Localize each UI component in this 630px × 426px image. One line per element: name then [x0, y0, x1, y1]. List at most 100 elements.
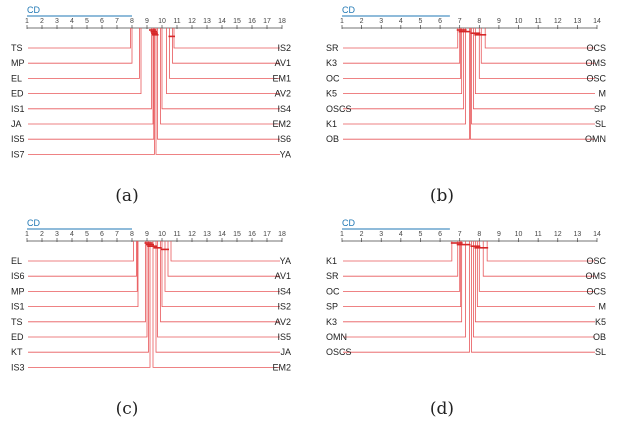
method-label: YA: [280, 256, 291, 266]
cd-label: CD: [342, 218, 355, 228]
method-label: IS3: [11, 362, 25, 372]
tick-label: 7: [115, 231, 119, 238]
tick-label: 7: [115, 18, 119, 25]
rank-connector: [28, 241, 139, 307]
rank-connector: [480, 28, 595, 64]
rank-connector: [473, 28, 595, 110]
panel-label: (a): [115, 186, 138, 206]
rank-connector: [155, 28, 280, 155]
rank-connector: [161, 28, 280, 110]
method-label: K1: [326, 119, 337, 129]
tick-label: 5: [85, 18, 89, 25]
tick-label: 16: [248, 231, 256, 238]
rank-connector: [482, 241, 595, 277]
tick-label: 17: [263, 231, 271, 238]
tick-label: 6: [100, 231, 104, 238]
method-label: OMN: [585, 134, 606, 144]
rank-connector: [157, 28, 280, 140]
rank-connector: [28, 28, 133, 64]
rank-connector: [155, 241, 280, 353]
rank-connector: [28, 28, 155, 140]
rank-connector: [343, 28, 470, 140]
cd-diagram-c: CD1 2 3 4 5 6 7 8 9 10 11 12 13 14 15 16 17 18ELIS6MPIS1T…: [11, 218, 291, 419]
method-label: M: [599, 89, 607, 99]
rank-connector: [474, 241, 595, 323]
method-label: EM2: [272, 362, 291, 372]
rank-connector: [28, 241, 149, 353]
tick-label: 8: [130, 231, 134, 238]
method-label: K5: [595, 317, 606, 327]
method-label: OSC: [586, 73, 606, 83]
method-label: SL: [595, 347, 606, 357]
rank-connector: [28, 241, 137, 277]
rank-connector: [157, 241, 280, 338]
tick-label: 13: [573, 18, 581, 25]
method-label: K1: [326, 256, 337, 266]
rank-connector: [28, 28, 131, 49]
method-label: MP: [11, 58, 25, 68]
tick-label: 3: [55, 231, 59, 238]
method-label: IS1: [11, 302, 25, 312]
method-label: OMN: [326, 332, 347, 342]
rank-connector: [28, 241, 138, 292]
tick-label: 3: [55, 18, 59, 25]
rank-connector: [343, 28, 466, 125]
rank-connector: [28, 28, 142, 94]
rank-connector: [28, 28, 155, 155]
rank-connector: [484, 28, 595, 49]
tick-label: 11: [535, 231, 542, 238]
rank-connector: [343, 241, 462, 307]
cd-diagram-b: CD1 2 3 4 5 6 7 8 9 10 11 12 13 14SRK3OCK5OSCSK1OBOCS…: [326, 5, 607, 206]
rank-connector: [471, 241, 595, 353]
method-label: IS7: [11, 149, 25, 159]
method-label: OMS: [585, 58, 606, 68]
method-label: OSC: [586, 256, 606, 266]
rank-connector: [343, 28, 459, 49]
rank-connector: [173, 28, 280, 49]
rank-connector: [343, 241, 470, 353]
rank-connector: [486, 241, 595, 262]
tick-label: 6: [438, 18, 442, 25]
method-label: SR: [326, 43, 339, 53]
rank-connector: [28, 241, 148, 338]
tick-label: 18: [278, 18, 286, 25]
tick-label: 13: [203, 231, 211, 238]
tick-label: 15: [233, 231, 241, 238]
tick-label: 5: [419, 18, 423, 25]
method-label: JA: [11, 119, 22, 129]
rank-connector: [476, 241, 595, 307]
tick-label: 2: [360, 231, 364, 238]
tick-label: 9: [145, 231, 149, 238]
rank-connector: [169, 28, 280, 79]
cd-diagram-a: CD1 2 3 4 5 6 7 8 9 10 11 12 13 14 15 16 17 18TSMPELEDIS1…: [11, 5, 291, 206]
tick-label: 4: [399, 231, 403, 238]
tick-label: 11: [173, 18, 180, 25]
rank-connector: [470, 28, 595, 140]
method-label: IS4: [277, 104, 291, 114]
rank-connector: [343, 241, 461, 292]
method-label: OB: [593, 332, 606, 342]
method-label: AV2: [275, 89, 291, 99]
tick-label: 13: [203, 18, 211, 25]
tick-label: 13: [573, 231, 581, 238]
cd-label: CD: [27, 5, 40, 15]
rank-connector: [474, 28, 595, 94]
cd-diagram-panel-c: CD 1 2 3 4 5 6 7 8 9 10 11 12 13 14 15 16 17 18 EL IS6 MP IS1 T…: [0, 213, 315, 426]
rank-connector: [478, 28, 595, 79]
tick-label: 3: [379, 231, 383, 238]
method-label: IS6: [277, 134, 291, 144]
method-label: OCS: [586, 43, 606, 53]
tick-label: 8: [477, 18, 481, 25]
method-label: IS2: [277, 302, 291, 312]
tick-label: 12: [554, 18, 562, 25]
tick-label: 4: [399, 18, 403, 25]
method-label: K5: [326, 89, 337, 99]
rank-connector: [473, 241, 595, 338]
method-label: TS: [11, 43, 23, 53]
method-label: SR: [326, 271, 339, 281]
cd-label: CD: [342, 5, 355, 15]
rank-connector: [28, 28, 152, 110]
tick-label: 10: [515, 231, 523, 238]
method-label: OSCS: [326, 347, 352, 357]
rank-connector: [160, 28, 280, 125]
